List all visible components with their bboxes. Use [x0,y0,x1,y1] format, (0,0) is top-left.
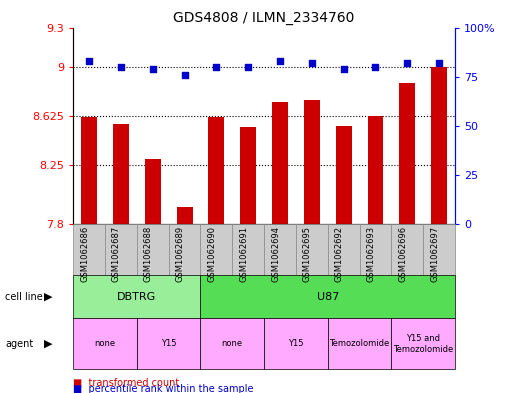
Bar [240,127,256,224]
Point [85,58,93,64]
Text: GSM1062693: GSM1062693 [367,226,376,282]
Point [403,60,412,66]
Point [435,60,444,66]
Text: GSM1062694: GSM1062694 [271,226,280,282]
Text: Y15: Y15 [161,340,176,348]
Text: cell line: cell line [5,292,43,302]
Point [117,64,125,70]
Point [212,64,221,70]
Text: GSM1062686: GSM1062686 [80,226,89,282]
Point [308,60,316,66]
Text: Y15 and
Temozolomide: Y15 and Temozolomide [393,334,453,354]
Text: GSM1062692: GSM1062692 [335,226,344,282]
Text: GSM1062690: GSM1062690 [208,226,217,282]
Text: GSM1062696: GSM1062696 [399,226,407,282]
Text: GSM1062689: GSM1062689 [176,226,185,282]
Text: GSM1062695: GSM1062695 [303,226,312,282]
Text: U87: U87 [316,292,339,302]
Title: GDS4808 / ILMN_2334760: GDS4808 / ILMN_2334760 [174,11,355,25]
Point [339,66,348,72]
Point [180,72,189,78]
Text: agent: agent [5,339,33,349]
Text: ■  transformed count: ■ transformed count [73,378,179,388]
Bar [113,125,129,224]
Text: GSM1062697: GSM1062697 [430,226,439,282]
Bar [400,83,415,224]
Text: DBTRG: DBTRG [117,292,156,302]
Text: ▶: ▶ [44,339,53,349]
Text: Y15: Y15 [288,340,304,348]
Point [244,64,253,70]
Point [149,66,157,72]
Bar [272,102,288,224]
Point [371,64,380,70]
Bar [209,117,224,224]
Text: ▶: ▶ [44,292,53,302]
Text: none: none [222,340,243,348]
Bar [304,99,320,224]
Bar [431,67,447,224]
Text: GSM1062687: GSM1062687 [112,226,121,282]
Point [276,58,284,64]
Bar [368,116,383,224]
Text: ■  percentile rank within the sample: ■ percentile rank within the sample [73,384,254,393]
Text: Temozolomide: Temozolomide [329,340,390,348]
Bar [336,126,351,224]
Bar [145,158,161,224]
Text: GSM1062688: GSM1062688 [144,226,153,282]
Text: none: none [95,340,116,348]
Bar [81,117,97,224]
Text: GSM1062691: GSM1062691 [239,226,248,282]
Bar [177,207,192,224]
